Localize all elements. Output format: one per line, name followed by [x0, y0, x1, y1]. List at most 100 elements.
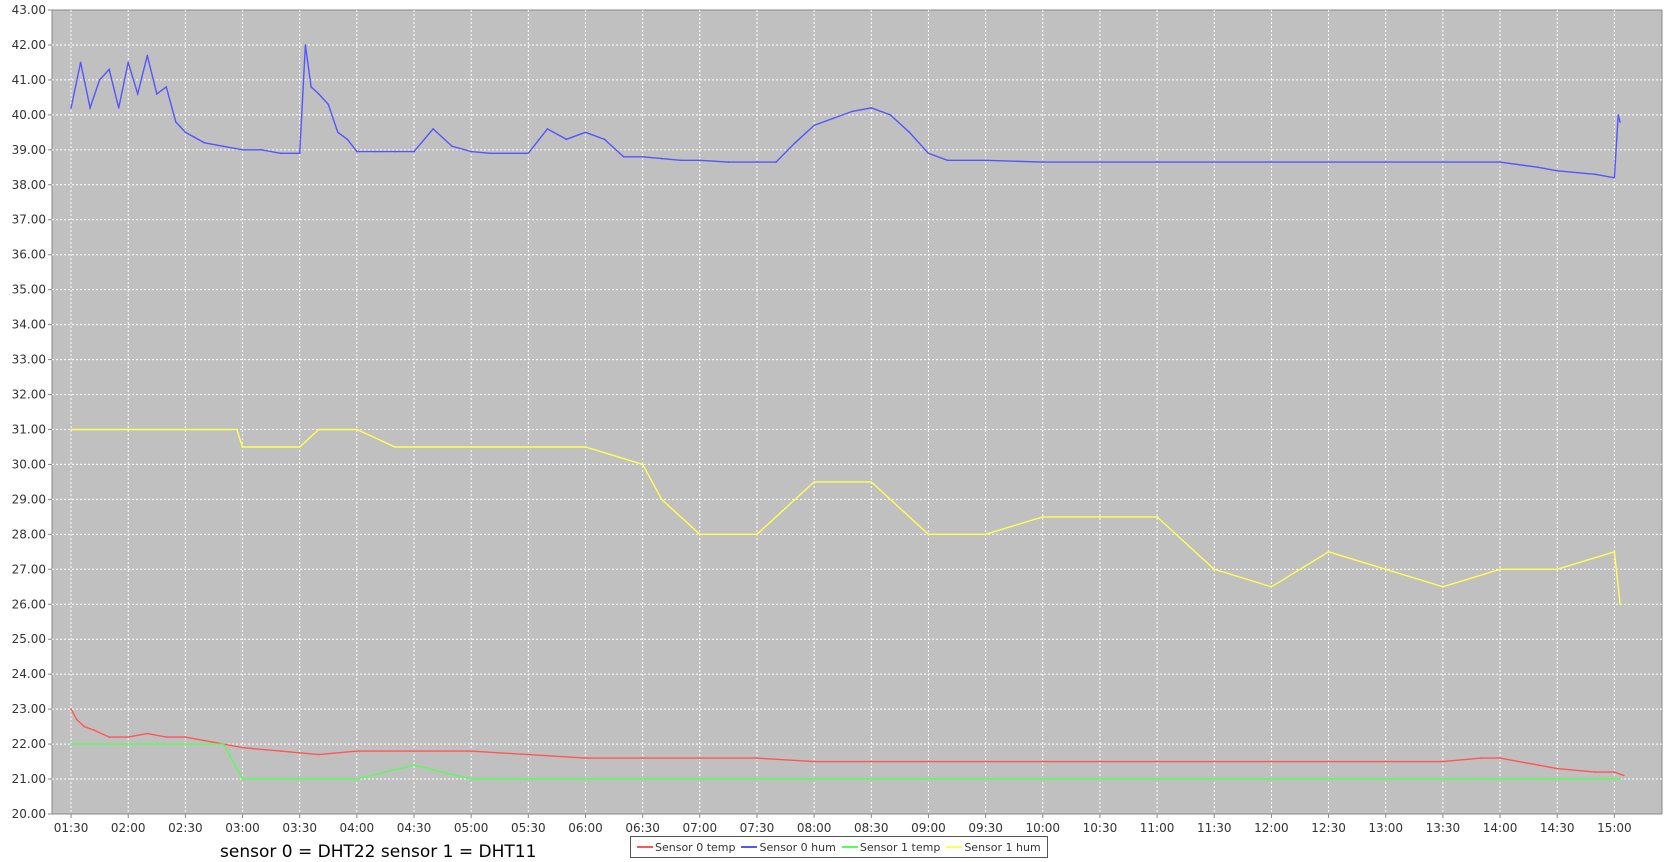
data-point	[203, 142, 206, 144]
data-point	[310, 86, 312, 88]
data-point	[584, 757, 587, 759]
data-point	[699, 533, 701, 536]
data-point	[184, 736, 187, 738]
data-point	[356, 428, 358, 431]
legend-label: Sensor 1 temp	[859, 840, 941, 854]
data-point	[317, 428, 320, 431]
y-tick-label: 27.00	[12, 562, 46, 576]
data-point	[451, 145, 453, 148]
data-point	[470, 750, 473, 752]
x-tick-label: 14:30	[1540, 821, 1575, 835]
y-tick-label: 40.00	[12, 108, 46, 122]
legend-label: Sensor 0 temp	[655, 840, 736, 854]
legend-swatch	[841, 846, 858, 848]
data-point	[927, 778, 930, 780]
y-tick-label: 26.00	[12, 597, 46, 611]
y-tick-label: 32.00	[12, 388, 46, 402]
data-point	[298, 446, 301, 448]
data-point	[1099, 516, 1101, 518]
y-tick-label: 31.00	[12, 422, 46, 436]
x-tick-label: 12:00	[1254, 821, 1289, 835]
plot-area	[51, 9, 1663, 815]
legend: Sensor 0 temp Sensor 0 hum Sensor 1 temp Se…	[630, 836, 1048, 858]
data-point	[775, 161, 777, 163]
data-point	[222, 743, 225, 745]
data-point	[546, 128, 549, 130]
x-tick-label: 09:00	[911, 821, 946, 835]
data-point	[317, 753, 320, 756]
x-tick-label: 08:00	[797, 821, 832, 835]
data-point	[298, 152, 301, 155]
x-tick-label: 06:00	[568, 821, 603, 835]
x-tick-label: 10:00	[1025, 821, 1060, 835]
data-point	[1442, 586, 1444, 588]
data-point	[927, 760, 930, 763]
x-tick-label: 11:00	[1140, 821, 1175, 835]
series-0	[70, 708, 1625, 777]
x-tick-label: 02:30	[168, 821, 203, 835]
data-point	[927, 152, 930, 155]
data-point	[89, 107, 91, 109]
y-tick-label: 42.00	[12, 38, 46, 52]
data-point	[165, 86, 168, 88]
data-point	[756, 757, 758, 759]
data-point	[527, 446, 530, 448]
data-point	[1270, 760, 1273, 763]
data-point	[470, 150, 473, 153]
data-point	[127, 736, 129, 738]
data-point	[1499, 778, 1501, 780]
data-point	[680, 159, 682, 162]
legend-label: Sensor 0 hum	[759, 840, 836, 854]
x-tick-label: 02:00	[111, 821, 146, 835]
legend-item: Sensor 0 hum	[741, 840, 836, 854]
data-point	[1619, 121, 1621, 123]
data-point	[984, 159, 987, 162]
data-point	[889, 114, 892, 116]
series-2	[70, 743, 1621, 780]
data-point	[356, 150, 358, 153]
data-point	[870, 107, 873, 109]
data-point	[851, 110, 853, 113]
data-point	[1042, 778, 1044, 780]
data-point	[794, 142, 796, 144]
data-point	[165, 736, 168, 738]
y-axis: 20.00 21.00 22.00 23.00 24.00 25.00 26.00 27.00…	[12, 3, 52, 821]
data-point	[241, 149, 244, 151]
legend-label: Sensor 1 hum	[964, 840, 1041, 854]
data-point	[813, 778, 815, 780]
data-point	[241, 746, 244, 749]
data-point	[1613, 778, 1616, 780]
data-point	[304, 44, 307, 46]
data-point	[813, 124, 815, 127]
x-tick-label: 13:00	[1368, 821, 1403, 835]
data-point	[1617, 114, 1619, 116]
data-point	[1156, 778, 1158, 780]
data-point	[1556, 767, 1558, 770]
data-point	[241, 446, 244, 448]
data-point	[756, 533, 758, 536]
data-point	[260, 149, 263, 151]
y-tick-label: 38.00	[12, 178, 46, 192]
data-point	[93, 729, 95, 731]
data-point	[813, 481, 815, 483]
data-point	[175, 121, 177, 123]
data-point	[603, 138, 606, 141]
data-point	[279, 152, 282, 155]
y-tick-label: 22.00	[12, 737, 46, 751]
data-point	[489, 152, 492, 155]
data-point	[1042, 516, 1044, 518]
data-point	[413, 764, 415, 766]
data-point	[813, 760, 815, 763]
data-point	[870, 481, 873, 483]
data-point	[98, 79, 101, 81]
data-point	[1327, 551, 1330, 553]
data-point	[1156, 516, 1158, 518]
data-point	[1619, 603, 1621, 606]
y-tick-label: 29.00	[12, 492, 46, 506]
data-point	[660, 498, 663, 501]
legend-swatch	[741, 846, 758, 848]
data-point	[565, 138, 568, 141]
data-point	[413, 446, 415, 448]
data-point	[413, 750, 415, 752]
data-point	[1270, 161, 1273, 163]
